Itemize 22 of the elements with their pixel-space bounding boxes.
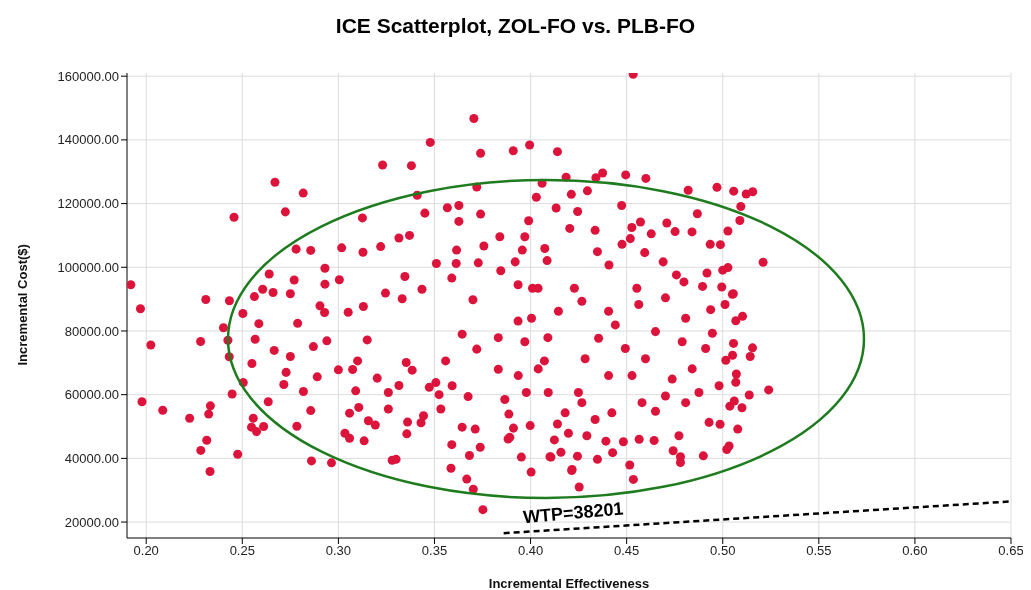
y-tick-label: 140000.00 (57, 132, 119, 148)
y-tick-label: 60000.00 (64, 387, 119, 403)
x-axis-title: Incremental Effectiveness (488, 576, 650, 590)
x-tick-label: 0.60 (902, 543, 928, 559)
x-tick-label: 0.65 (998, 543, 1024, 559)
y-tick-label: 100000.00 (57, 259, 119, 275)
chart-title: ICE Scatterplot, ZOL-FO vs. PLB-FO (334, 14, 697, 38)
y-axis-title: Incremental Cost($) (14, 244, 30, 366)
x-tick-label: 0.30 (325, 543, 352, 559)
y-tick-label: 80000.00 (64, 323, 119, 339)
y-tick-label: 20000.00 (64, 514, 119, 530)
x-tick-label: 0.55 (806, 543, 832, 559)
x-tick-label: 0.20 (133, 543, 159, 559)
x-tick-label: 0.45 (614, 543, 640, 559)
x-tick-label: 0.40 (517, 543, 544, 559)
x-tick-label: 0.25 (229, 543, 255, 559)
x-tick-label: 0.35 (421, 543, 448, 559)
y-tick-label: 160000.00 (57, 68, 119, 84)
series-label: WTP=38201 (522, 498, 625, 528)
y-tick-label: 40000.00 (64, 450, 119, 466)
x-tick-label: 0.50 (710, 543, 736, 559)
y-tick-label: 120000.00 (57, 196, 119, 212)
